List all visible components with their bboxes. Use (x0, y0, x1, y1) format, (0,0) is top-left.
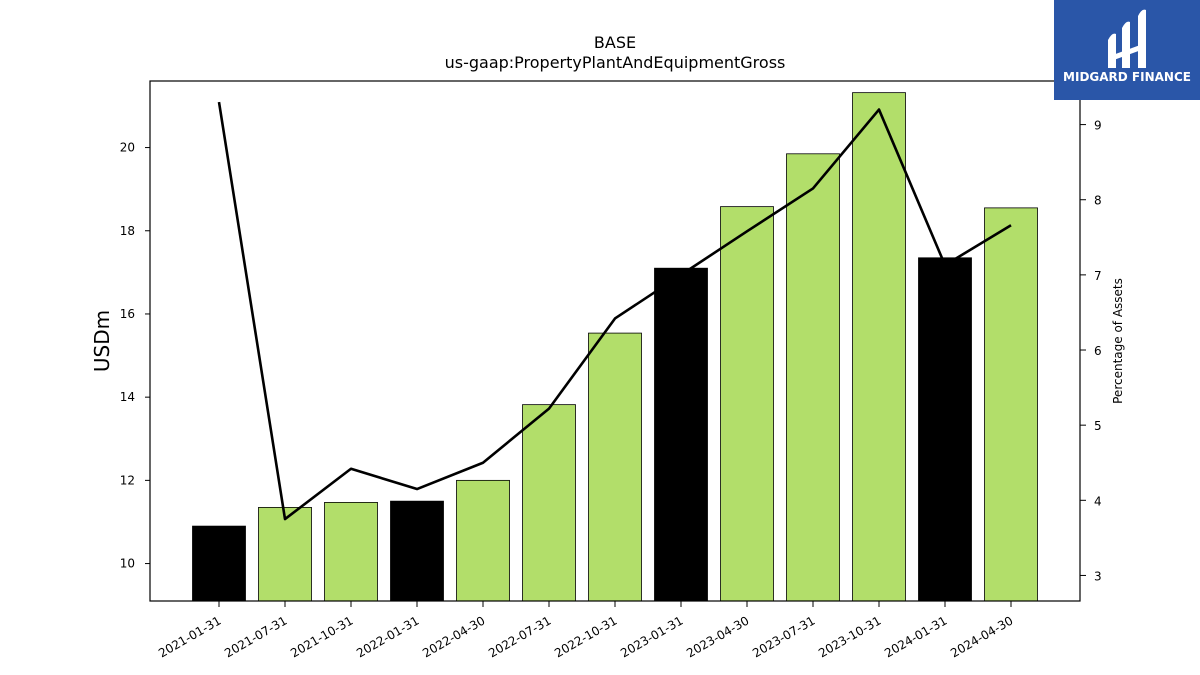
bar-2021-10-31 (324, 502, 378, 602)
bar-2021-01-31 (192, 525, 246, 602)
x-tick-label: 2023-01-31 (618, 613, 685, 660)
y2-tick-label: 3 (1094, 569, 1102, 583)
y-tick-label: 20 (120, 141, 135, 155)
x-tick-label: 2021-07-31 (222, 613, 289, 660)
x-tick-label: 2024-04-30 (948, 613, 1015, 660)
bar-2023-04-30 (720, 206, 774, 602)
x-tick-label: 2021-01-31 (156, 613, 223, 660)
bar-2024-01-31 (918, 257, 972, 602)
y-axis-left: 10 12 14 16 18 20 (120, 141, 150, 571)
bar-2023-07-31 (786, 153, 840, 602)
x-tick-label: 2023-07-31 (750, 613, 817, 660)
bar-2024-04-30 (984, 207, 1038, 602)
chart-subtitle: us-gaap:PropertyPlantAndEquipmentGross (445, 53, 786, 72)
y2-tick-label: 8 (1094, 194, 1102, 208)
y-tick-label: 14 (120, 390, 135, 404)
y2-tick-label: 7 (1094, 269, 1102, 283)
bar-2023-01-31 (654, 267, 708, 602)
bar-2022-07-31 (522, 404, 576, 602)
bar-2022-10-31 (588, 332, 642, 602)
y2-tick-label: 4 (1094, 494, 1102, 508)
x-tick-label: 2022-04-30 (420, 613, 487, 660)
x-tick-label: 2023-04-30 (684, 613, 751, 660)
bar-2021-07-31 (258, 506, 312, 602)
bar-2022-01-31 (390, 500, 444, 602)
y-tick-label: 16 (120, 307, 135, 321)
line-group (217, 101, 1012, 521)
logo-text: MIDGARD FINANCE (1063, 70, 1191, 84)
y-axis-label: USDm (90, 310, 114, 372)
y-tick-label: 18 (120, 224, 135, 238)
bar-2022-04-30 (456, 479, 510, 602)
x-tick-label: 2024-01-31 (882, 613, 949, 660)
logo-mark-icon (1108, 9, 1146, 69)
y2-tick-label: 5 (1094, 419, 1102, 433)
x-tick-label: 2023-10-31 (816, 613, 883, 660)
x-axis: 2021-01-312021-07-312021-10-312022-01-31… (156, 601, 1016, 660)
y-tick-label: 10 (120, 557, 135, 571)
y-tick-label: 12 (120, 473, 135, 487)
y2-tick-label: 6 (1094, 344, 1102, 358)
x-tick-label: 2022-10-31 (552, 613, 619, 660)
line-series-0 (217, 101, 1012, 521)
y2-tick-label: 9 (1094, 119, 1102, 133)
x-tick-label: 2022-07-31 (486, 613, 553, 660)
bar-group (192, 92, 1038, 602)
y-axis-right: 3 4 5 6 7 8 9 (1080, 119, 1102, 583)
x-tick-label: 2022-01-31 (354, 613, 421, 660)
bar-2023-10-31 (852, 92, 906, 602)
x-tick-label: 2021-10-31 (288, 613, 355, 660)
y2-axis-label: Percentage of Assets (1111, 278, 1125, 404)
chart-title: BASE (594, 33, 636, 52)
midgard-logo: MIDGARD FINANCE (1054, 0, 1200, 100)
